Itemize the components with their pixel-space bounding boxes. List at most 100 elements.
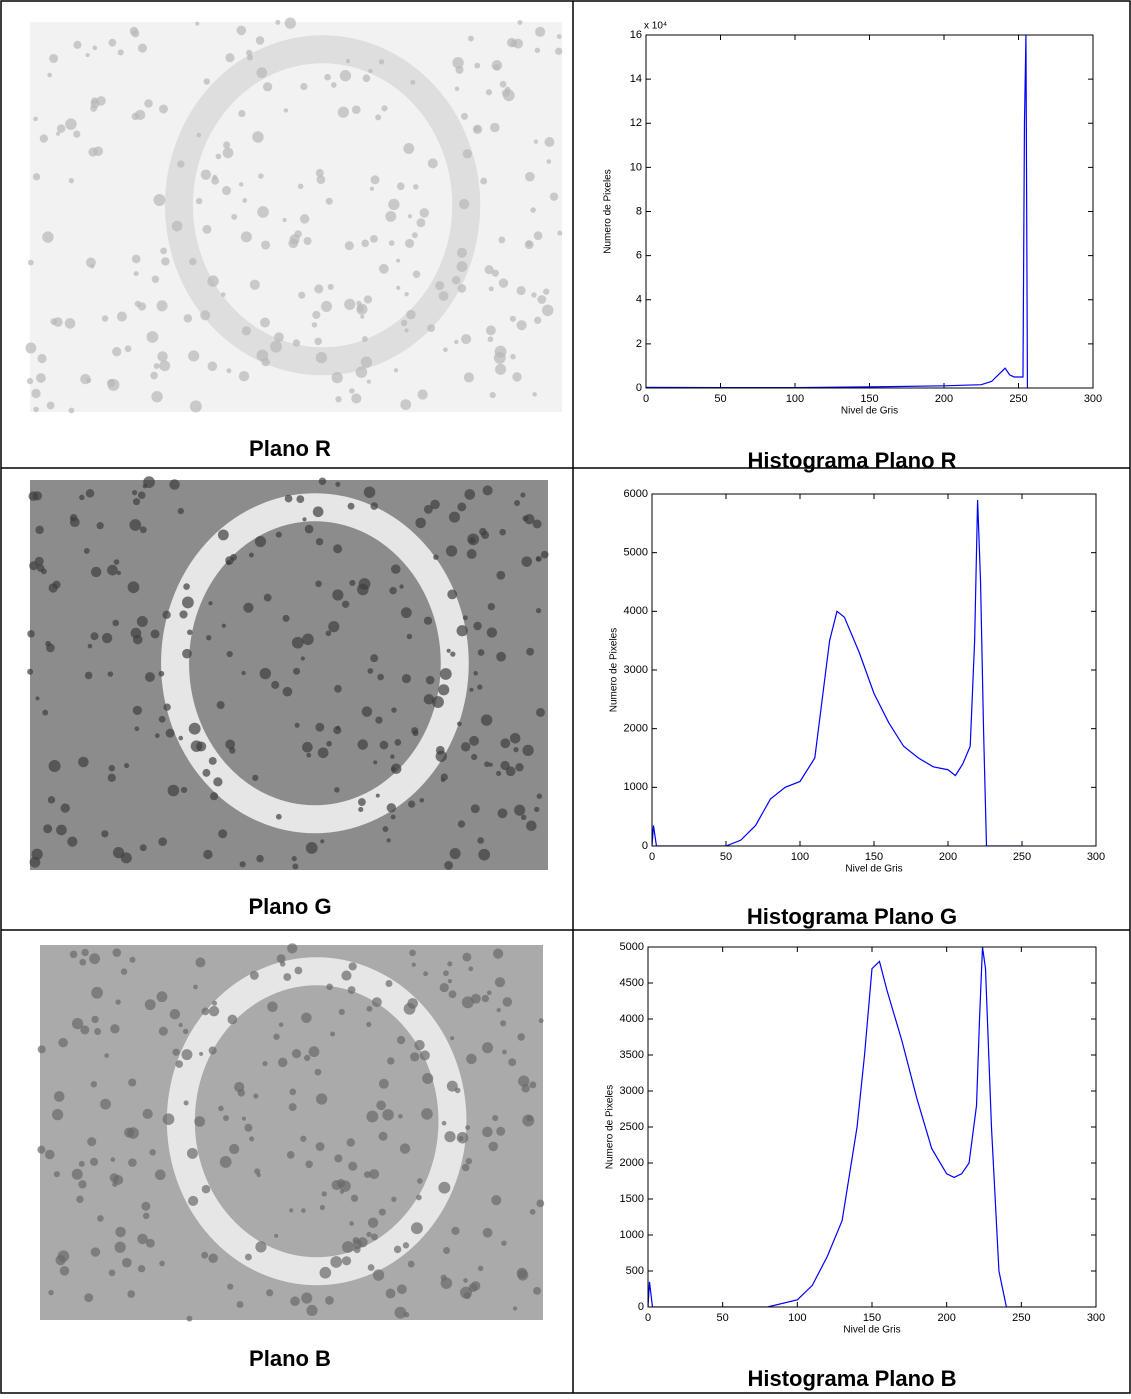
micrograph-cell — [128, 1158, 137, 1167]
y-tick-label: 6000 — [624, 488, 648, 500]
micrograph-cell — [153, 363, 160, 369]
micrograph-cell — [216, 701, 225, 710]
micrograph-cell — [139, 844, 147, 852]
micrograph-cell — [360, 314, 365, 319]
micrograph-cell — [211, 1000, 218, 1006]
micrograph-cell — [463, 372, 475, 383]
micrograph-cell — [361, 239, 369, 248]
micrograph-cell — [461, 996, 474, 1009]
micrograph-cell — [46, 401, 55, 410]
micrograph-cell — [319, 1266, 332, 1279]
y-tick-label: 4 — [636, 294, 642, 306]
micrograph-cell — [69, 950, 78, 959]
micrograph-cell — [466, 549, 477, 559]
micrograph-cell — [85, 489, 95, 498]
micrograph-cell — [254, 535, 267, 548]
micrograph-cell — [349, 579, 356, 586]
plot-area — [646, 35, 1029, 388]
micrograph-cell — [382, 1109, 394, 1121]
micrograph-cell — [367, 1264, 375, 1271]
micrograph-cell — [485, 325, 496, 336]
micrograph-cell — [279, 961, 286, 967]
micrograph-cell — [293, 667, 301, 675]
micrograph-cell — [393, 1245, 402, 1254]
micrograph-cell — [149, 1149, 156, 1156]
micrograph-cell — [217, 529, 229, 541]
plot-area — [652, 499, 1022, 846]
micrograph-cell — [361, 336, 368, 342]
micrograph-cell — [445, 545, 458, 557]
micrograph-cell — [325, 1296, 334, 1305]
micrograph-cell — [129, 26, 139, 36]
micrograph-cell — [394, 739, 402, 746]
micrograph-cell — [526, 820, 537, 831]
micrograph-cell — [451, 275, 461, 285]
micrograph-cell — [300, 1135, 307, 1142]
micrograph-cell — [304, 524, 314, 534]
x-tick-label: 200 — [939, 851, 957, 863]
micrograph-cell — [514, 804, 526, 816]
x-tick-label: 50 — [717, 1312, 729, 1324]
micrograph-cell — [127, 581, 140, 594]
micrograph-cell — [112, 619, 120, 627]
micrograph-cell — [339, 70, 352, 82]
micrograph-cell — [47, 796, 56, 804]
micrograph-cell — [488, 762, 493, 767]
micrograph-cell — [180, 786, 188, 794]
micrograph-cell — [535, 26, 546, 37]
micrograph-cell — [90, 566, 102, 578]
micrograph-cell — [331, 1180, 342, 1191]
image-caption: Plano R — [249, 436, 331, 461]
micrograph-cell — [512, 1306, 518, 1311]
micrograph-cell — [201, 1251, 209, 1259]
micrograph-cell — [42, 709, 49, 716]
micrograph-cell — [490, 122, 500, 133]
micrograph-cell — [338, 1008, 345, 1016]
micrograph-cell — [557, 230, 563, 236]
micrograph-cell — [193, 984, 198, 990]
micrograph-cell — [407, 1260, 415, 1268]
micrograph-cell — [87, 643, 93, 649]
micrograph-cell — [141, 1201, 151, 1211]
micrograph-cell — [369, 186, 375, 191]
micrograph-cell — [333, 544, 343, 554]
micrograph-cell — [461, 112, 469, 120]
micrograph-cell — [460, 742, 471, 752]
micrograph-cell — [432, 696, 444, 708]
y-tick-label: 8 — [636, 205, 642, 217]
micrograph-cell — [484, 265, 494, 275]
micrograph-cell — [142, 1108, 153, 1119]
micrograph-cell — [238, 371, 250, 382]
micrograph-cell — [199, 1051, 204, 1056]
micrograph-cell — [136, 615, 148, 627]
micrograph-cell — [303, 236, 312, 246]
micrograph-cell — [137, 43, 148, 53]
micrograph-cell — [401, 674, 412, 684]
micrograph-cell — [518, 1075, 530, 1087]
micrograph-cell — [419, 208, 430, 218]
micrograph-cell — [90, 97, 99, 105]
micrograph-cell — [78, 1160, 85, 1167]
micrograph-cell — [80, 1025, 90, 1035]
micrograph-cell — [249, 1136, 255, 1142]
image-caption: Plano B — [249, 1346, 331, 1371]
micrograph-cell — [33, 116, 38, 122]
micrograph-cell — [410, 1222, 423, 1235]
micrograph-cell — [536, 793, 543, 799]
y-tick-label: 5000 — [620, 941, 644, 953]
micrograph-cell — [457, 721, 462, 727]
micrograph-cell — [473, 621, 482, 631]
micrograph-cell — [488, 1141, 499, 1152]
micrograph-cell — [327, 283, 334, 291]
y-tick-label: 5000 — [624, 547, 648, 559]
micrograph-cell — [555, 47, 563, 55]
micrograph-cell — [203, 849, 213, 860]
x-tick-label: 100 — [786, 393, 804, 405]
plot-area — [648, 947, 1022, 1307]
micrograph-cell — [249, 970, 259, 980]
micrograph-cell — [277, 1057, 288, 1068]
micrograph-cell — [492, 1115, 499, 1122]
micrograph-cell — [390, 763, 402, 775]
micrograph-cell — [430, 499, 440, 510]
